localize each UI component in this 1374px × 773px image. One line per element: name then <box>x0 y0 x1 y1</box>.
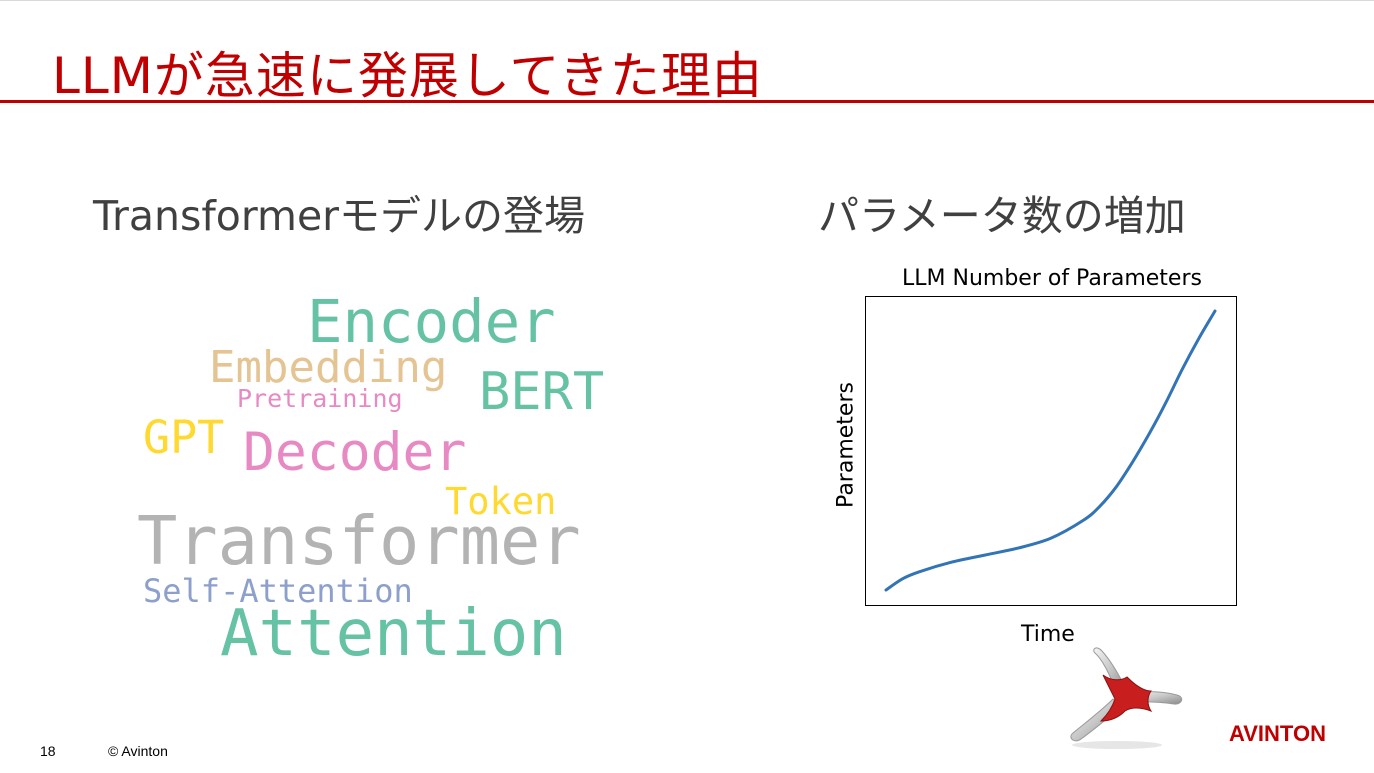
word-token: Token <box>445 480 557 523</box>
word-encoder: Encoder <box>307 287 556 356</box>
slide-title: LLMが急速に発展してきた理由 <box>52 47 763 105</box>
word-pretraining: Pretraining <box>237 384 403 413</box>
title-underline <box>0 100 1374 103</box>
brand-name: AVINTON <box>1229 721 1326 746</box>
left-section-heading: Transformerモデルの登場 <box>93 192 586 240</box>
word-transformer: Transformer <box>137 502 581 580</box>
word-gpt: GPT <box>143 411 225 464</box>
page-number: 18 <box>40 743 56 759</box>
avinton-logo-icon <box>1070 647 1183 749</box>
chart-series-line <box>884 309 1217 592</box>
word-self-attention: Self-Attention <box>143 572 413 610</box>
chart-svg <box>884 309 1217 592</box>
chart-title: LLM Number of Parameters <box>902 266 1202 291</box>
word-bert: BERT <box>479 362 605 422</box>
word-embedding: Embedding <box>209 342 448 393</box>
right-section-heading: パラメータ数の増加 <box>818 192 1186 240</box>
chart-x-axis-label: Time <box>1021 622 1075 647</box>
top-border <box>0 0 1374 1</box>
copyright-text: © Avinton <box>108 743 168 759</box>
word-decoder: Decoder <box>243 422 467 483</box>
word-attention: Attention <box>220 597 567 671</box>
chart-plot-area <box>865 296 1237 606</box>
chart-y-axis-label: Parameters <box>833 382 859 508</box>
